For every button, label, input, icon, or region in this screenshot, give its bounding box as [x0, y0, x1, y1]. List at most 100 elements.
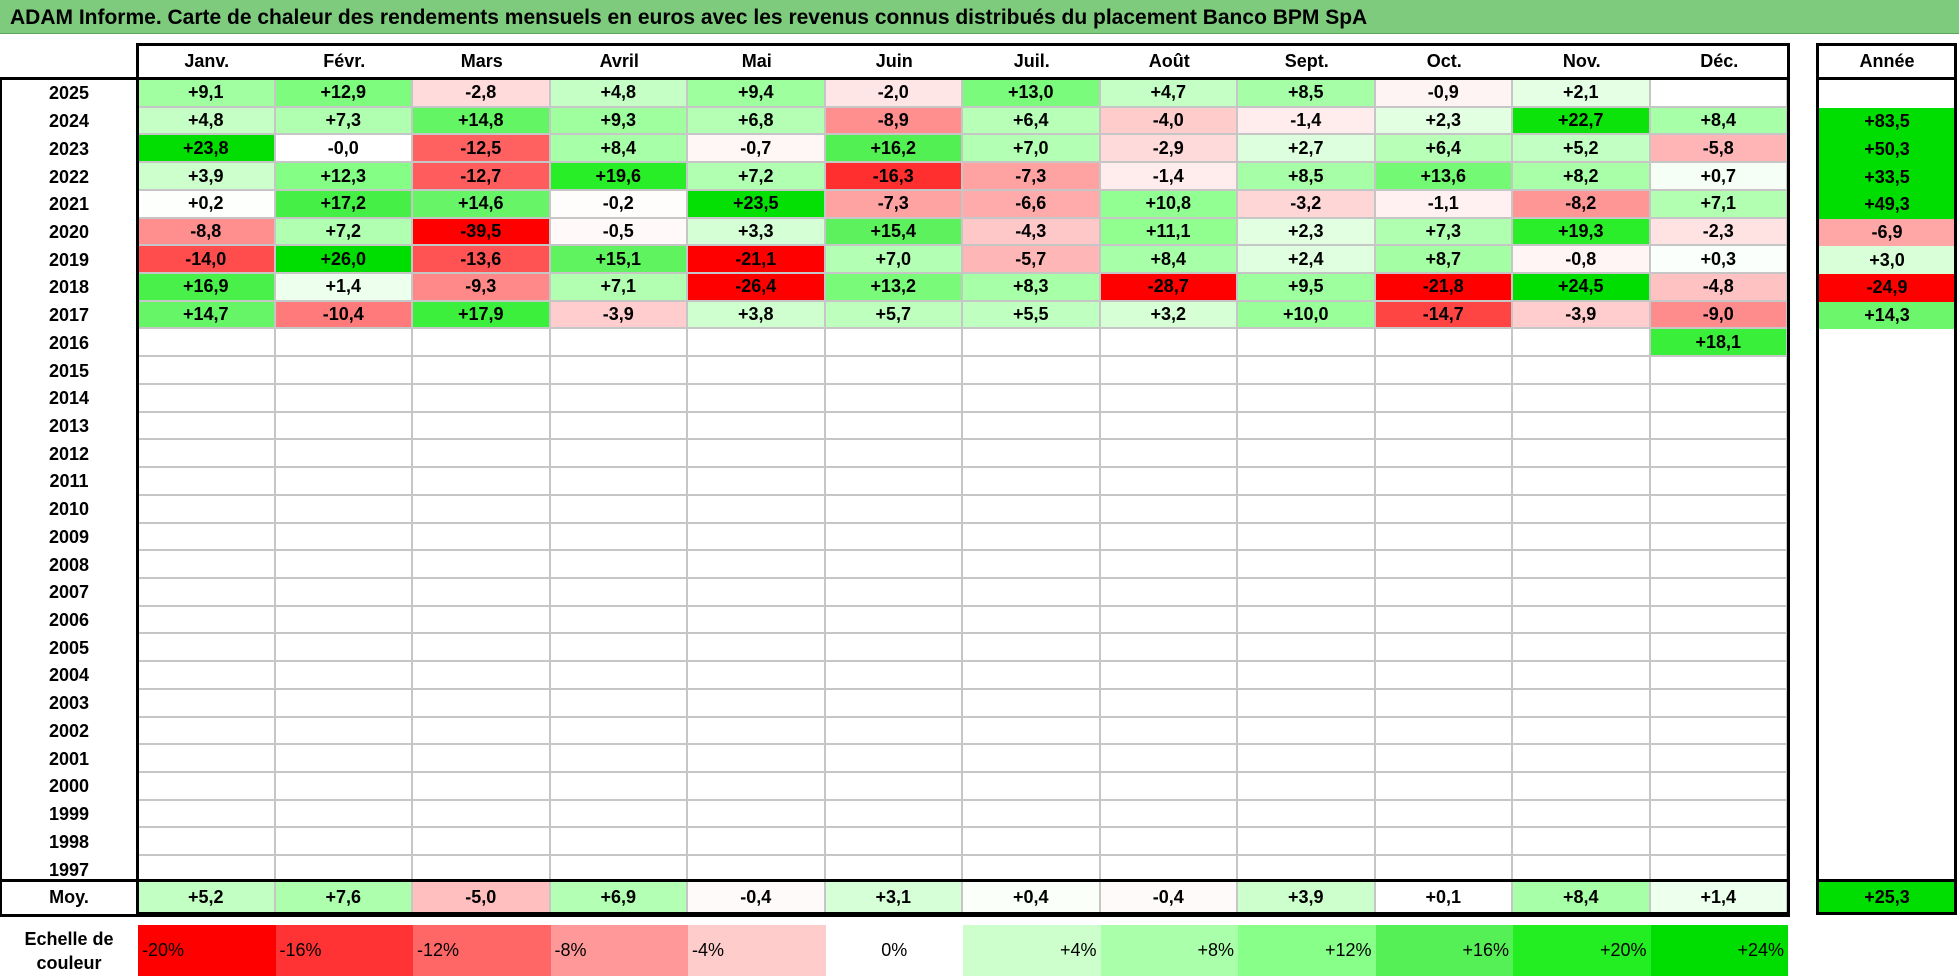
heatmap-cell — [963, 412, 1101, 441]
month-header: Nov. — [1562, 51, 1601, 71]
heatmap-cell — [688, 828, 826, 857]
heatmap-cell: -8,8 — [138, 218, 276, 247]
heatmap-cell: -2,9 — [1100, 135, 1238, 164]
heatmap-cell — [1513, 773, 1651, 801]
heatmap-cell — [1650, 80, 1788, 108]
month-header: Août — [1148, 51, 1190, 71]
heatmap-cell — [1375, 578, 1513, 607]
annual-cell: +83,5 — [1818, 107, 1956, 136]
heatmap-cell — [963, 329, 1101, 358]
heatmap-cell — [413, 745, 551, 773]
heatmap-cell — [1375, 773, 1513, 801]
heatmap-cell: -12,7 — [413, 163, 551, 191]
heatmap-cell: -10,4 — [275, 301, 413, 330]
heatmap-cell: +8,2 — [1513, 163, 1651, 191]
heatmap-cell — [1513, 357, 1651, 385]
heatmap-cell — [138, 662, 276, 690]
heatmap-cell — [825, 745, 963, 773]
color-scale-stop: -12% — [413, 925, 551, 976]
heatmap-cell: +6,4 — [963, 107, 1101, 136]
year-label: 2012 — [48, 443, 90, 464]
heatmap-cell — [1375, 606, 1513, 635]
month-header: Févr. — [323, 51, 366, 71]
year-label: 2006 — [48, 610, 90, 631]
annual-cell — [1818, 412, 1956, 441]
heatmap-cell — [1513, 578, 1651, 607]
heatmap-cell: +15,1 — [550, 246, 688, 275]
heatmap-cell — [275, 523, 413, 552]
average-cell: +1,4 — [1650, 881, 1788, 914]
heatmap-cell — [275, 828, 413, 857]
heatmap-cell — [1238, 578, 1376, 607]
heatmap-cell: +24,5 — [1513, 274, 1651, 302]
heatmap-cell — [275, 800, 413, 829]
heatmap-cell — [275, 468, 413, 496]
heatmap-cell — [138, 606, 276, 635]
heatmap-cell — [1100, 523, 1238, 552]
year-label: 2005 — [48, 637, 90, 658]
heatmap-cell — [688, 329, 826, 358]
heatmap-cell — [1238, 357, 1376, 385]
heatmap-cell — [963, 717, 1101, 746]
annual-cell — [1818, 773, 1956, 801]
heatmap-cell: -0,0 — [275, 135, 413, 164]
heatmap-cell: +10,0 — [1238, 301, 1376, 330]
year-label: 2015 — [48, 360, 90, 381]
annual-cell — [1818, 468, 1956, 496]
heatmap-cell — [550, 578, 688, 607]
heatmap-cell: +15,4 — [825, 218, 963, 247]
heatmap-cell: -2,3 — [1650, 218, 1788, 247]
heatmap-cell: +9,1 — [138, 80, 276, 108]
heatmap-cell — [1650, 606, 1788, 635]
heatmap-cell: -2,8 — [413, 80, 551, 108]
average-cell: -0,4 — [688, 881, 826, 914]
heatmap-cell — [413, 689, 551, 718]
heatmap-cell: +16,9 — [138, 274, 276, 302]
heatmap-cell: +8,4 — [1650, 107, 1788, 136]
month-header: Oct. — [1426, 51, 1462, 71]
color-scale-stop: +4% — [963, 925, 1101, 976]
heatmap-cell — [1650, 578, 1788, 607]
heatmap-cell: -6,6 — [963, 190, 1101, 219]
heatmap-cell: +0,2 — [138, 190, 276, 219]
heatmap-cell: +12,9 — [275, 80, 413, 108]
heatmap-cell — [1375, 717, 1513, 746]
heatmap-cell — [1650, 689, 1788, 718]
heatmap-cell — [413, 440, 551, 469]
year-label: 2010 — [48, 499, 90, 520]
heatmap-cell — [825, 440, 963, 469]
heatmap-cell — [413, 828, 551, 857]
heatmap-cell — [1375, 689, 1513, 718]
heatmap-cell: -7,3 — [825, 190, 963, 219]
heatmap-cell — [550, 662, 688, 690]
annual-cell — [1818, 329, 1956, 358]
color-scale-stop: -4% — [688, 925, 826, 976]
heatmap-cell: -2,0 — [825, 80, 963, 108]
heatmap-cell: -13,6 — [413, 246, 551, 275]
average-cell: +3,1 — [825, 881, 963, 914]
heatmap-cell — [1238, 828, 1376, 857]
heatmap-cell — [1375, 468, 1513, 496]
year-label: 2020 — [48, 221, 90, 242]
heatmap-cell — [1650, 523, 1788, 552]
annual-cell — [1818, 357, 1956, 385]
heatmap-cell — [550, 551, 688, 579]
year-label: 2022 — [48, 166, 90, 187]
heatmap-cell — [550, 717, 688, 746]
heatmap-cell: +14,8 — [413, 107, 551, 136]
annual-cell — [1818, 495, 1956, 524]
header-separator — [0, 77, 1788, 80]
heatmap-cell: -5,7 — [963, 246, 1101, 275]
heatmap-cell — [1650, 634, 1788, 663]
heatmap-cell — [1100, 689, 1238, 718]
heatmap-cell — [1513, 606, 1651, 635]
heatmap-cell — [1375, 551, 1513, 579]
heatmap-cell: +5,7 — [825, 301, 963, 330]
color-scale-stop: 0% — [825, 925, 963, 976]
heatmap-cell — [1513, 495, 1651, 524]
heatmap-cell — [1238, 412, 1376, 441]
heatmap-cell: +4,7 — [1100, 80, 1238, 108]
heatmap-cell — [138, 828, 276, 857]
heatmap-cell: +8,4 — [550, 135, 688, 164]
heatmap-cell: +12,3 — [275, 163, 413, 191]
